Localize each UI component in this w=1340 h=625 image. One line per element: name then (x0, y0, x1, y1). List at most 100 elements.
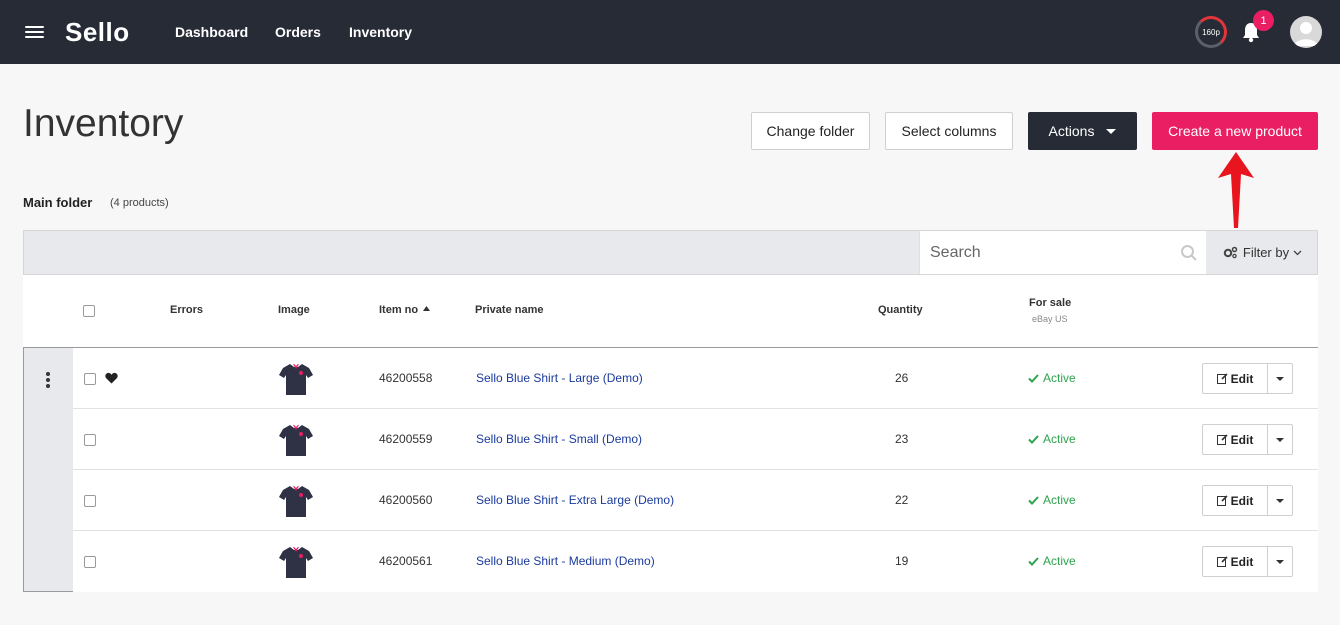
table-header: Errors Image Item no Private name Quanti… (23, 275, 1318, 347)
edit-label: Edit (1230, 554, 1254, 569)
edit-button-group: Edit (1202, 546, 1293, 577)
status-label: Active (1043, 554, 1076, 568)
change-folder-button[interactable]: Change folder (751, 112, 870, 150)
quantity-value: 23 (895, 432, 909, 446)
product-name-link[interactable]: Sello Blue Shirt - Extra Large (Demo) (476, 493, 675, 507)
row-checkbox[interactable] (84, 373, 96, 385)
page-title: Inventory (23, 102, 184, 145)
edit-label: Edit (1230, 493, 1254, 508)
top-navbar: Sello Dashboard Orders Inventory 160p 1 (0, 0, 1340, 64)
edit-button[interactable]: Edit (1203, 547, 1268, 576)
search-input[interactable] (930, 242, 1170, 264)
annotation-arrow (1218, 152, 1254, 228)
menu-icon[interactable] (25, 26, 44, 39)
quota-meter[interactable]: 160p (1195, 16, 1227, 48)
edit-button[interactable]: Edit (1203, 425, 1268, 454)
caret-down-icon (1106, 128, 1117, 134)
check-icon (1028, 373, 1039, 383)
column-for-sale-channel: eBay US (1032, 314, 1068, 324)
column-image[interactable]: Image (278, 304, 310, 316)
edit-dropdown-toggle[interactable] (1268, 425, 1292, 454)
check-icon (1028, 434, 1039, 444)
check-icon (1028, 556, 1039, 566)
create-product-button[interactable]: Create a new product (1152, 112, 1318, 150)
edit-dropdown-toggle[interactable] (1268, 547, 1292, 576)
row-checkbox[interactable] (84, 434, 96, 446)
search-icon[interactable] (1180, 244, 1198, 262)
status-label: Active (1043, 493, 1076, 507)
table-row: 46200560 Sello Blue Shirt - Extra Large … (73, 470, 1318, 531)
nav-orders[interactable]: Orders (275, 24, 321, 40)
select-columns-button[interactable]: Select columns (885, 112, 1013, 150)
select-all-checkbox[interactable] (83, 305, 95, 317)
user-icon (1294, 22, 1318, 46)
row-checkbox[interactable] (84, 556, 96, 568)
edit-icon (1216, 556, 1228, 567)
edit-label: Edit (1230, 432, 1254, 447)
status-badge: Active (1028, 371, 1076, 385)
item-number: 46200561 (379, 554, 433, 568)
nav-inventory[interactable]: Inventory (349, 24, 413, 40)
brand-logo[interactable]: Sello (65, 17, 130, 47)
folder-name: Main folder (23, 195, 93, 210)
column-item-no-label: Item no (379, 304, 419, 316)
sort-ascending-icon (423, 306, 431, 311)
product-name-link[interactable]: Sello Blue Shirt - Small (Demo) (476, 432, 643, 446)
edit-label: Edit (1230, 371, 1254, 386)
quota-label: 160p (1202, 27, 1220, 37)
column-quantity[interactable]: Quantity (878, 304, 923, 316)
search-box (919, 231, 1206, 274)
table-body: 46200558 Sello Blue Shirt - Large (Demo)… (23, 347, 1318, 592)
check-icon (1028, 495, 1039, 505)
edit-dropdown-toggle[interactable] (1268, 486, 1292, 515)
table-row: 46200559 Sello Blue Shirt - Small (Demo)… (73, 409, 1318, 470)
status-badge: Active (1028, 554, 1076, 568)
actions-label: Actions (1048, 123, 1095, 139)
avatar[interactable] (1290, 16, 1322, 48)
edit-button[interactable]: Edit (1203, 486, 1268, 515)
caret-down-icon (1276, 498, 1284, 503)
edit-icon (1216, 373, 1228, 384)
edit-button[interactable]: Edit (1203, 364, 1268, 393)
heart-icon[interactable] (105, 372, 118, 384)
status-badge: Active (1028, 432, 1076, 446)
row-checkbox[interactable] (84, 495, 96, 507)
chevron-down-icon (1293, 250, 1302, 255)
item-number: 46200559 (379, 432, 433, 446)
edit-dropdown-toggle[interactable] (1268, 364, 1292, 393)
status-badge: Active (1028, 493, 1076, 507)
column-errors[interactable]: Errors (170, 304, 204, 316)
table-row: 46200558 Sello Blue Shirt - Large (Demo)… (73, 348, 1318, 409)
gears-icon (1223, 246, 1238, 259)
edit-button-group: Edit (1202, 363, 1293, 394)
nav-dashboard[interactable]: Dashboard (175, 24, 249, 40)
folder-product-count: (4 products) (110, 197, 169, 209)
edit-button-group: Edit (1202, 485, 1293, 516)
quantity-value: 22 (895, 493, 909, 507)
column-item-no[interactable]: Item no (379, 304, 431, 316)
quantity-value: 19 (895, 554, 909, 568)
table-toolbar: Filter by (23, 230, 1318, 275)
filter-by-button[interactable]: Filter by (1207, 231, 1318, 274)
product-name-link[interactable]: Sello Blue Shirt - Medium (Demo) (476, 554, 655, 568)
row-menu-icon[interactable] (45, 372, 51, 388)
caret-down-icon (1276, 437, 1284, 442)
edit-icon (1216, 434, 1228, 445)
filter-label: Filter by (1242, 245, 1290, 260)
column-private-name[interactable]: Private name (475, 304, 544, 316)
table-row: 46200561 Sello Blue Shirt - Medium (Demo… (73, 531, 1318, 592)
product-name-link[interactable]: Sello Blue Shirt - Large (Demo) (476, 371, 643, 385)
actions-button[interactable]: Actions (1028, 112, 1137, 150)
edit-icon (1216, 495, 1228, 506)
product-image[interactable] (278, 422, 314, 458)
status-label: Active (1043, 432, 1076, 446)
quantity-value: 26 (895, 371, 909, 385)
product-image[interactable] (278, 483, 314, 519)
status-label: Active (1043, 371, 1076, 385)
column-for-sale[interactable]: For sale (1029, 297, 1072, 309)
caret-down-icon (1276, 376, 1284, 381)
edit-button-group: Edit (1202, 424, 1293, 455)
product-image[interactable] (278, 544, 314, 580)
product-image[interactable] (278, 361, 314, 397)
notification-badge: 1 (1253, 10, 1274, 31)
